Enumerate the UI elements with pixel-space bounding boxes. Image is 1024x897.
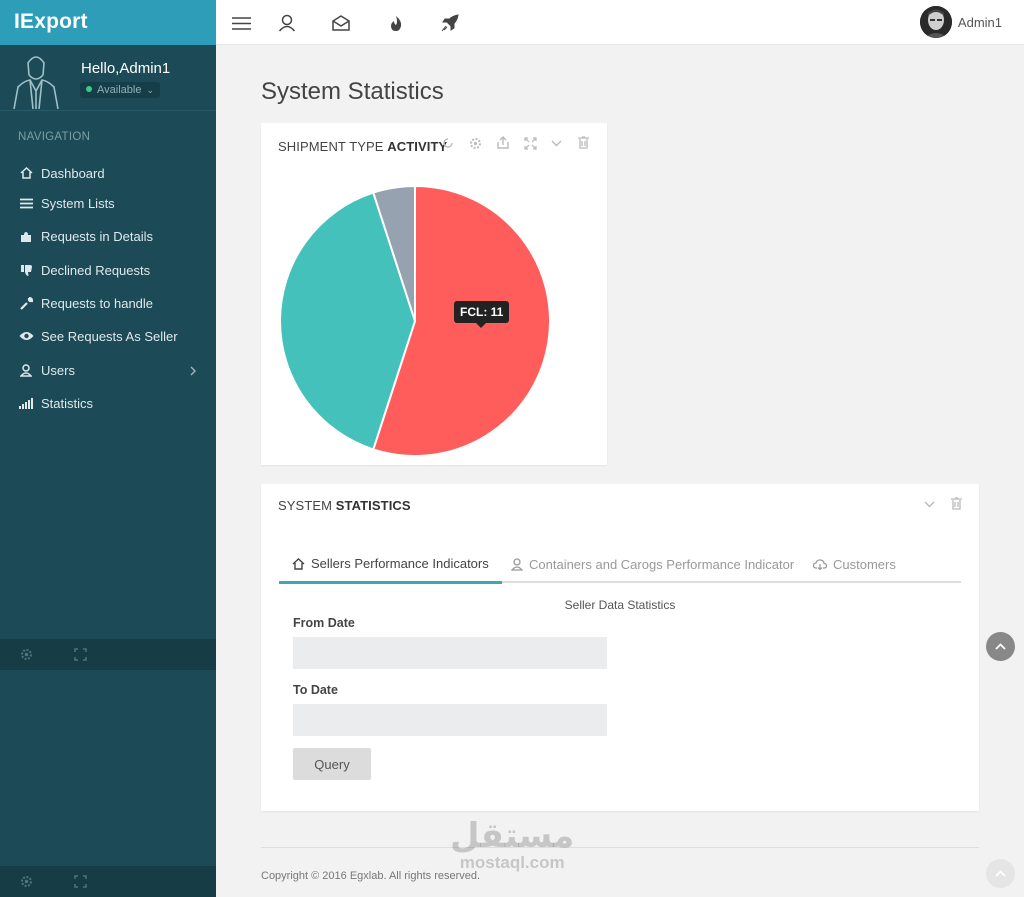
rocket-icon[interactable] bbox=[439, 12, 461, 34]
tab-sellers-performance[interactable]: Sellers Performance Indicators bbox=[279, 546, 502, 584]
user-icon[interactable] bbox=[276, 12, 298, 34]
signal-icon bbox=[18, 396, 34, 410]
status-dot-icon bbox=[86, 86, 92, 92]
cloud-download-icon bbox=[813, 559, 827, 570]
sidebar-item-requests-details[interactable]: Requests in Details bbox=[0, 222, 216, 250]
query-button[interactable]: Query bbox=[293, 748, 371, 780]
from-date-input[interactable] bbox=[293, 637, 607, 669]
statistics-tabs: Sellers Performance Indicators Container… bbox=[279, 546, 961, 584]
top-bar: Admin1 bbox=[216, 0, 1024, 45]
tab-customers[interactable]: Customers bbox=[800, 546, 909, 583]
sidebar-toolbar bbox=[0, 639, 216, 670]
sidebar-item-statistics[interactable]: Statistics bbox=[0, 389, 216, 417]
tab-label: Customers bbox=[833, 557, 896, 572]
copyright-text: Copyright © 2016 Egxlab. All rights rese… bbox=[261, 870, 481, 882]
chevron-down-icon[interactable] bbox=[922, 497, 936, 511]
chevron-down-icon: ⌄ bbox=[146, 85, 155, 95]
sidebar-item-requests-as-seller[interactable]: See Requests As Seller bbox=[0, 322, 216, 350]
tab-containers-performance[interactable]: Containers and Carogs Performance Indica… bbox=[498, 546, 807, 583]
avatar bbox=[919, 6, 952, 38]
fullscreen-icon[interactable] bbox=[74, 875, 87, 893]
panel-title: SHIPMENT TYPE ACTIVITY bbox=[278, 139, 447, 154]
chevron-up-icon bbox=[995, 870, 1006, 877]
sidebar-item-label: See Requests As Seller bbox=[41, 328, 178, 344]
list-icon bbox=[18, 196, 34, 210]
pie-slice-lcl[interactable] bbox=[279, 191, 417, 451]
user-icon bbox=[511, 558, 523, 571]
watermark-latin: mostaql.com bbox=[459, 853, 565, 872]
thumbs-down-icon bbox=[18, 263, 34, 277]
home-icon bbox=[18, 166, 34, 180]
sidebar-item-label: Requests in Details bbox=[41, 228, 153, 244]
sidebar-item-label: Users bbox=[41, 362, 75, 378]
chevron-down-icon[interactable] bbox=[549, 136, 563, 150]
tab-label: Sellers Performance Indicators bbox=[311, 556, 489, 571]
pie-slice-other[interactable] bbox=[372, 185, 416, 322]
panel-title: SYSTEM STATISTICS bbox=[278, 498, 411, 513]
sidebar-item-system-lists[interactable]: System Lists bbox=[0, 189, 216, 217]
eye-icon bbox=[18, 329, 34, 343]
brand-logo[interactable]: IExport bbox=[0, 0, 216, 45]
sidebar-item-requests-to-handle[interactable]: Requests to handle bbox=[0, 289, 216, 317]
sidebar-item-label: Declined Requests bbox=[41, 262, 151, 278]
chart-tooltip: FCL: 11 bbox=[454, 301, 510, 328]
tab-label: Containers and Carogs Performance Indica… bbox=[529, 557, 795, 572]
home-icon bbox=[292, 557, 305, 570]
share-icon[interactable] bbox=[496, 135, 510, 149]
shipment-activity-panel: SHIPMENT TYPE ACTIVITY FCL: 11 bbox=[261, 123, 607, 465]
gear-icon[interactable] bbox=[20, 875, 33, 893]
user-profile-block: Hello,Admin1 Available ⌄ bbox=[0, 45, 216, 111]
from-date-label: From Date bbox=[293, 616, 355, 630]
chevron-right-icon bbox=[190, 364, 196, 379]
panel-title-prefix: SYSTEM bbox=[278, 498, 336, 513]
sidebar-item-dashboard[interactable]: Dashboard bbox=[0, 159, 216, 187]
sidebar-item-users[interactable]: Users bbox=[0, 356, 216, 384]
sidebar-item-label: Statistics bbox=[41, 395, 94, 411]
profile-avatar-icon bbox=[13, 56, 59, 109]
scroll-to-top-button[interactable] bbox=[986, 632, 1015, 661]
trash-icon[interactable] bbox=[576, 135, 590, 149]
user-name: Admin1 bbox=[957, 14, 1002, 30]
panel-title-prefix: SHIPMENT TYPE bbox=[278, 139, 388, 154]
sidebar-item-declined-requests[interactable]: Declined Requests bbox=[0, 256, 216, 284]
panel-title-bold: ACTIVITY bbox=[387, 139, 448, 154]
sidebar-item-label: Dashboard bbox=[41, 165, 105, 181]
page-title: System Statistics bbox=[261, 78, 444, 105]
fullscreen-icon[interactable] bbox=[74, 648, 87, 666]
expand-icon[interactable] bbox=[523, 136, 537, 150]
menu-icon[interactable] bbox=[230, 12, 252, 34]
nav-heading: NAVIGATION bbox=[18, 131, 91, 143]
section-title: Seller Data Statistics bbox=[564, 598, 676, 612]
watermark-logo: مستقل mostaql.com bbox=[450, 818, 574, 872]
chevron-up-icon bbox=[995, 643, 1006, 650]
scroll-to-top-button-faded[interactable] bbox=[986, 859, 1015, 888]
watermark-arabic: مستقل bbox=[450, 817, 575, 855]
refresh-icon[interactable] bbox=[441, 136, 455, 150]
status-dropdown[interactable]: Available ⌄ bbox=[80, 82, 161, 98]
panel-title-bold: STATISTICS bbox=[335, 498, 411, 513]
system-statistics-panel: SYSTEM STATISTICS Sellers Performance In… bbox=[261, 484, 979, 811]
shipment-pie-chart[interactable] bbox=[279, 185, 551, 457]
envelope-icon[interactable] bbox=[330, 12, 352, 34]
fire-icon[interactable] bbox=[385, 12, 407, 34]
wrench-icon bbox=[18, 296, 34, 310]
sidebar-item-label: Requests to handle bbox=[41, 295, 154, 311]
sidebar-toolbar-bottom bbox=[0, 866, 216, 897]
status-label: Available bbox=[97, 84, 142, 96]
gear-icon[interactable] bbox=[468, 136, 482, 150]
greeting-text: Hello,Admin1 bbox=[81, 60, 171, 77]
to-date-label: To Date bbox=[293, 683, 338, 697]
sidebar-item-label: System Lists bbox=[41, 195, 115, 211]
user-icon bbox=[18, 363, 34, 377]
user-menu[interactable]: Admin1 bbox=[919, 5, 1002, 39]
gear-icon[interactable] bbox=[20, 648, 33, 666]
sidebar: IExport Hello,Admin1 Available ⌄ NAVIGAT… bbox=[0, 0, 216, 897]
footer-divider bbox=[261, 847, 979, 848]
puzzle-icon bbox=[18, 229, 34, 243]
trash-icon[interactable] bbox=[949, 496, 963, 510]
to-date-input[interactable] bbox=[293, 704, 607, 736]
